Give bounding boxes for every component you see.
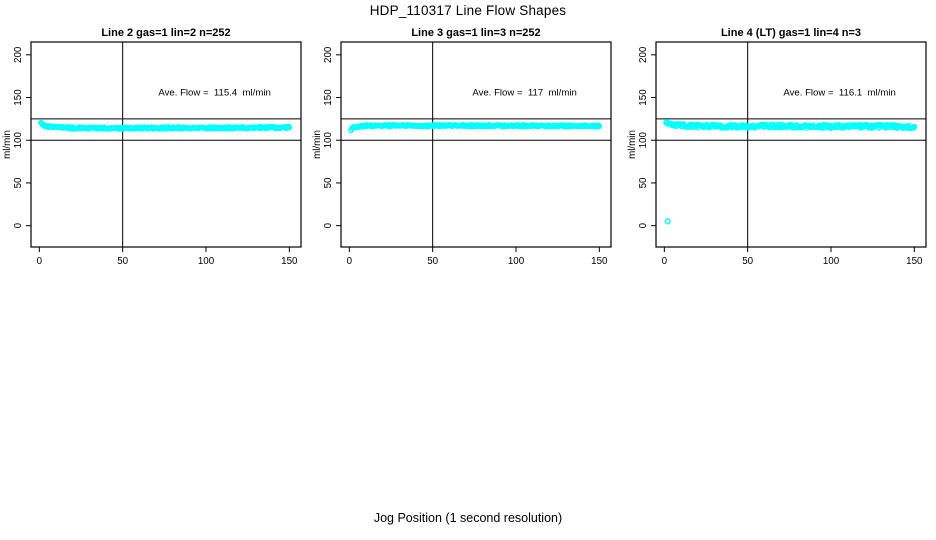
x-axis-tick-label: 0 — [347, 256, 353, 267]
plot-box — [340, 41, 612, 248]
x-axis-tick-label: 50 — [427, 256, 438, 267]
annotation-ave-flow: Ave. Flow = 115.4 ml/min — [158, 88, 270, 99]
x-axis-tick-label: 0 — [662, 256, 668, 267]
y-axis-tick-label: 50 — [323, 177, 334, 188]
panel-title: Line 4 (LT) gas=1 lin=4 n=3 — [721, 27, 861, 39]
data-point — [911, 123, 918, 130]
x-axis-tick-label: 50 — [742, 256, 753, 267]
x-axis-tick-label: 50 — [117, 256, 128, 267]
plot-box — [655, 41, 927, 248]
y-axis-tick-label: 0 — [323, 222, 334, 228]
data-point — [286, 124, 293, 131]
x-axis-tick-label: 100 — [508, 256, 525, 267]
y-axis-tick-label: 50 — [638, 177, 649, 188]
main-title: HDP_110317 Line Flow Shapes — [369, 3, 567, 18]
y-axis-tick-label: 150 — [13, 89, 24, 106]
panel: Line 2 gas=1 lin=2 n=252 0 50 100 150 0 50 100 1… — [2, 27, 302, 267]
panel-title: Line 2 gas=1 lin=2 n=252 — [101, 27, 230, 39]
panels-row: Line 2 gas=1 lin=2 n=252 0 50 100 150 0 50 100 1… — [2, 27, 927, 267]
y-axis-tick-label: 150 — [323, 89, 334, 106]
x-axis-tick-label: 150 — [906, 256, 923, 267]
data-point — [596, 123, 603, 129]
y-axis-tick-label: 150 — [638, 89, 649, 106]
annotation-ave-flow: Ave. Flow = 116.1 ml/min — [783, 88, 895, 99]
y-axis-tick-label: 100 — [13, 132, 24, 149]
panel: Line 3 gas=1 lin=3 n=252 0 50 100 150 0 50 100 1… — [312, 27, 612, 267]
outlier-point — [664, 218, 671, 225]
y-axis-tick-label: 50 — [13, 177, 24, 188]
y-axis-label: ml/min — [312, 130, 323, 159]
panel: Line 4 (LT) gas=1 lin=4 n=3 0 50 100 150 0 50 1… — [627, 27, 927, 267]
plot-box — [30, 41, 302, 248]
x-axis-tick-label: 0 — [37, 256, 43, 267]
annotation-ave-flow: Ave. Flow = 117 ml/min — [472, 88, 576, 99]
y-axis-tick-label: 100 — [638, 132, 649, 149]
y-axis-tick-label: 200 — [13, 46, 24, 63]
x-axis-tick-label: 150 — [591, 256, 608, 267]
y-axis-label: ml/min — [627, 130, 638, 159]
y-axis-tick-label: 100 — [323, 132, 334, 149]
y-axis-tick-label: 200 — [323, 46, 334, 63]
y-axis-label: ml/min — [2, 130, 13, 159]
y-axis-tick-label: 200 — [638, 46, 649, 63]
x-axis-label: Jog Position (1 second resolution) — [373, 511, 563, 525]
x-axis-tick-label: 100 — [198, 256, 215, 267]
panel-title: Line 3 gas=1 lin=3 n=252 — [411, 27, 540, 39]
y-axis-tick-label: 0 — [13, 222, 24, 228]
x-axis-tick-label: 100 — [823, 256, 840, 267]
x-axis-tick-label: 150 — [281, 256, 298, 267]
y-axis-tick-label: 0 — [638, 222, 649, 228]
